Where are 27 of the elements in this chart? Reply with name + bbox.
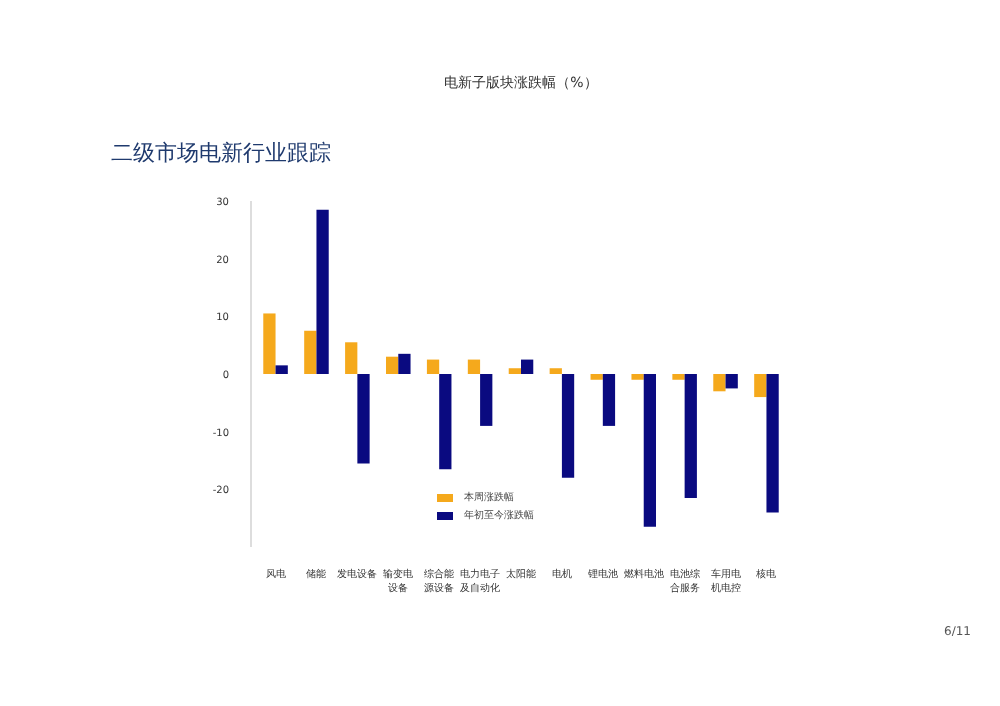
- bar: [725, 374, 738, 389]
- bar: [304, 330, 317, 374]
- bar: [316, 209, 329, 374]
- bar: [467, 359, 481, 374]
- bar: [713, 374, 726, 392]
- bar: [439, 374, 452, 470]
- bar: [426, 359, 440, 374]
- bar: [754, 374, 767, 398]
- bar: [766, 374, 779, 513]
- bar: [672, 374, 685, 380]
- bar: [480, 374, 493, 426]
- bar: [631, 374, 644, 380]
- bar: [549, 368, 562, 374]
- bar: [386, 356, 399, 374]
- bar: [684, 374, 697, 498]
- bar: [275, 365, 288, 374]
- bar: [561, 374, 575, 478]
- bar: [345, 342, 358, 374]
- bar: [263, 313, 276, 374]
- bar: [508, 368, 521, 374]
- bar: [643, 374, 656, 527]
- chart-subtitle: 二级市场电新行业跟踪: [111, 140, 331, 166]
- bar: [602, 374, 616, 426]
- bar: [357, 374, 370, 464]
- bar: [590, 374, 603, 380]
- bar: [398, 353, 411, 374]
- bar: [521, 359, 534, 374]
